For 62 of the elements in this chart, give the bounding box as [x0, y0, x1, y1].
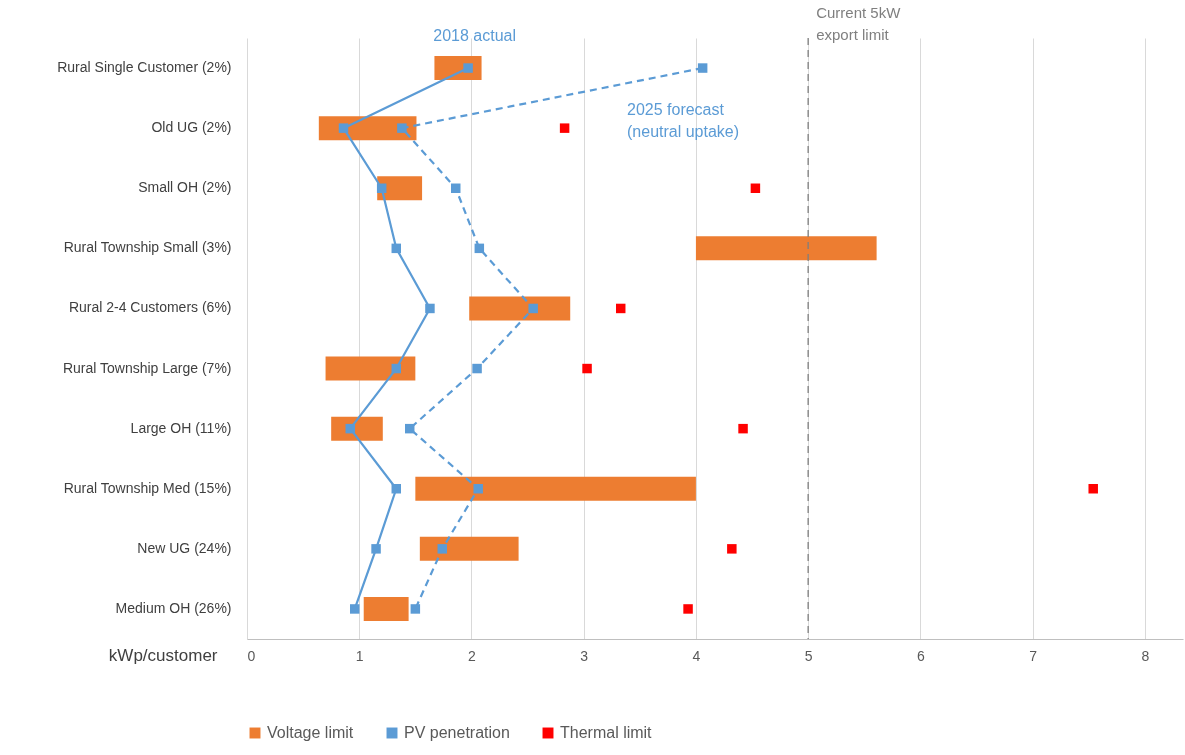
bar [363, 596, 409, 621]
y-tick-label: Rural Township Med (15%) [63, 479, 232, 496]
y-tick-label: Large OH (11%) [130, 419, 232, 436]
y-tick-label: Rural 2-4 Customers (6%) [68, 299, 232, 316]
y-tick-label: Medium OH (26%) [115, 599, 232, 616]
x-tick-label: 7 [1029, 647, 1038, 664]
point [425, 303, 435, 314]
y-tick-label: Rural Township Small (3%) [63, 239, 232, 256]
x-axis-title: kWp/customer [108, 645, 218, 665]
y-tick-label: New UG (24%) [137, 539, 232, 556]
x-tick-label: 0 [247, 647, 256, 664]
point [528, 303, 538, 314]
point [391, 363, 402, 374]
y-tick-label: Small OH (2%) [138, 179, 232, 196]
point [582, 363, 592, 374]
point [750, 183, 761, 193]
point [697, 63, 708, 73]
point [738, 423, 748, 434]
legend-label: Voltage limit [267, 724, 354, 741]
annotation: 2018 actual [433, 27, 517, 45]
x-tick-label: 6 [916, 647, 925, 664]
x-tick-label: 2 [468, 647, 477, 664]
point [345, 423, 355, 434]
point [559, 123, 570, 133]
point [376, 183, 387, 193]
bar [331, 416, 383, 441]
y-tick-label: Rural Township Large (7%) [62, 359, 232, 376]
bar [469, 296, 571, 321]
point [391, 243, 402, 254]
point [437, 544, 448, 554]
point [727, 544, 737, 554]
point [1088, 484, 1098, 494]
bar [415, 476, 696, 501]
y-tick-label: Old UG (2%) [151, 119, 232, 136]
ref-line-label: Current 5kW export limit [816, 4, 902, 43]
legend-label: PV penetration [404, 724, 510, 741]
x-tick-label: 1 [355, 647, 364, 664]
point [350, 604, 360, 614]
bar [419, 536, 519, 561]
point [463, 63, 473, 73]
legend-label: Thermal limit [560, 724, 653, 741]
y-tick-label: Rural Single Customer (2%) [57, 59, 232, 76]
point [410, 604, 421, 614]
bar [377, 176, 423, 201]
point [451, 183, 461, 193]
point [338, 123, 349, 133]
point [474, 243, 485, 254]
point [683, 604, 693, 614]
point [371, 544, 381, 554]
point [397, 123, 407, 133]
point [404, 423, 415, 434]
point [391, 484, 402, 494]
x-tick-label: 3 [580, 647, 589, 664]
x-tick-label: 5 [804, 647, 813, 664]
point [472, 363, 482, 374]
x-tick-label: 8 [1141, 647, 1150, 664]
annotation: 2025 forecast (neutral uptake) [627, 101, 740, 140]
bar [325, 356, 416, 381]
point [615, 303, 626, 314]
bar [695, 236, 877, 261]
point [473, 484, 483, 494]
x-tick-label: 4 [692, 647, 701, 664]
